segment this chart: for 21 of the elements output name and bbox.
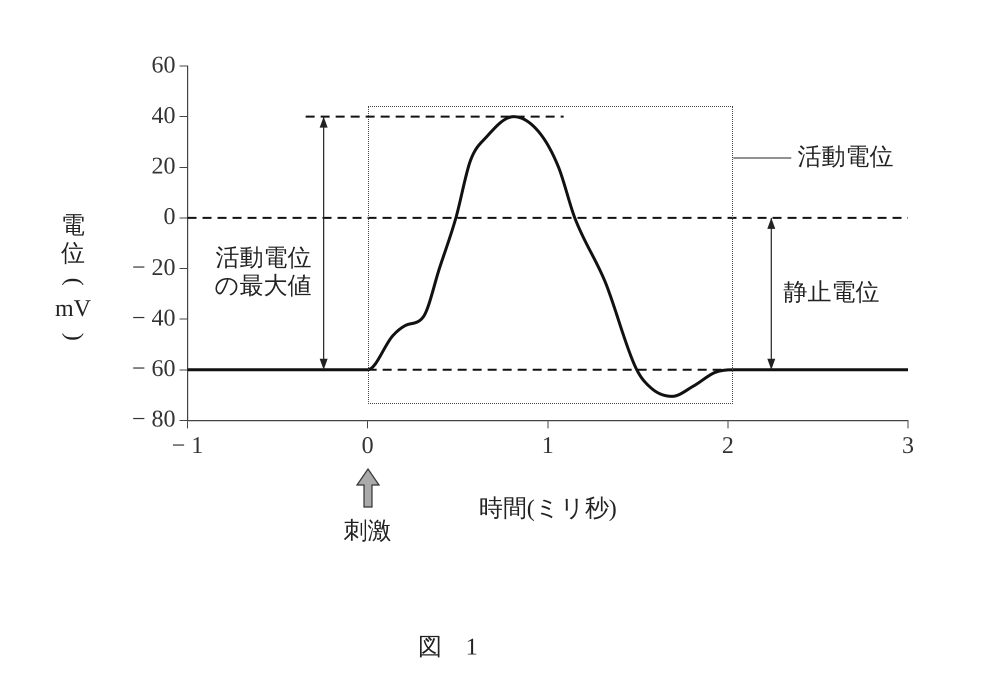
annotation: 活動電位	[797, 144, 894, 170]
annotation: 静止電位	[783, 280, 880, 306]
x-axis-title: 時間(ミリ秒)	[478, 496, 617, 522]
y-tick-label: − 80	[132, 406, 176, 433]
y-tick-label: − 60	[132, 356, 176, 382]
x-tick-label: 3	[902, 433, 914, 460]
caption: 図 1	[418, 634, 478, 660]
text: 刺激	[344, 518, 392, 545]
x-tick-label: 2	[722, 433, 734, 460]
x-tick-label: 0	[362, 433, 374, 460]
x-tick-label: − 1	[172, 433, 204, 460]
y-tick-label: 0	[164, 204, 176, 230]
y-axis-title: 電位(mV)	[54, 213, 92, 344]
line-series	[188, 115, 908, 398]
y-tick-label: − 40	[132, 305, 176, 332]
y-tick-label: 60	[152, 52, 176, 78]
x-tick-label: 1	[542, 433, 554, 460]
annotation: 活動電位の最大値	[214, 245, 312, 300]
y-tick-label: 40	[152, 102, 176, 129]
y-tick-label: − 20	[132, 254, 176, 281]
y-tick-label: 20	[152, 154, 176, 180]
